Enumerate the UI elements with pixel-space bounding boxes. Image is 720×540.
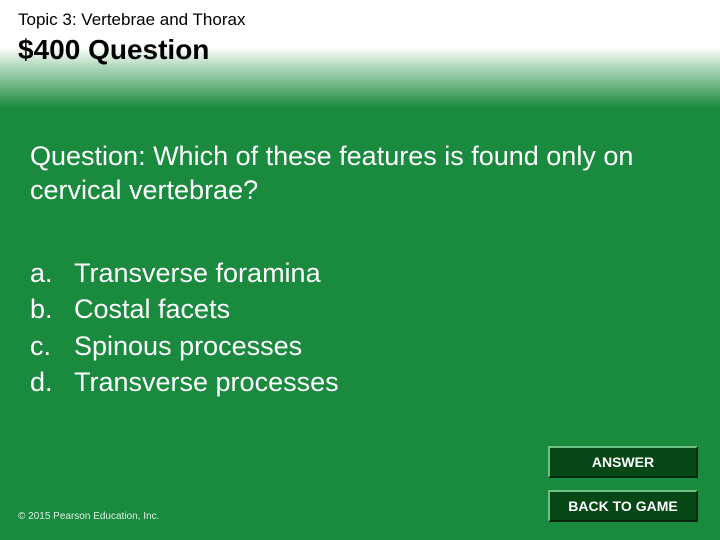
option-text: Transverse foramina (74, 255, 321, 291)
option-d: d. Transverse processes (30, 364, 339, 400)
options-list: a. Transverse foramina b. Costal facets … (30, 255, 339, 401)
option-text: Spinous processes (74, 328, 302, 364)
option-letter: a. (30, 255, 74, 291)
option-c: c. Spinous processes (30, 328, 339, 364)
answer-button[interactable]: ANSWER (548, 446, 698, 478)
option-text: Costal facets (74, 291, 230, 327)
topic-line: Topic 3: Vertebrae and Thorax (18, 10, 245, 30)
option-letter: c. (30, 328, 74, 364)
option-b: b. Costal facets (30, 291, 339, 327)
question-text: Question: Which of these features is fou… (30, 140, 690, 208)
option-letter: d. (30, 364, 74, 400)
option-text: Transverse processes (74, 364, 339, 400)
back-to-game-button[interactable]: BACK TO GAME (548, 490, 698, 522)
copyright-text: © 2015 Pearson Education, Inc. (18, 511, 159, 522)
option-letter: b. (30, 291, 74, 327)
option-a: a. Transverse foramina (30, 255, 339, 291)
value-heading: $400 Question (18, 34, 209, 66)
